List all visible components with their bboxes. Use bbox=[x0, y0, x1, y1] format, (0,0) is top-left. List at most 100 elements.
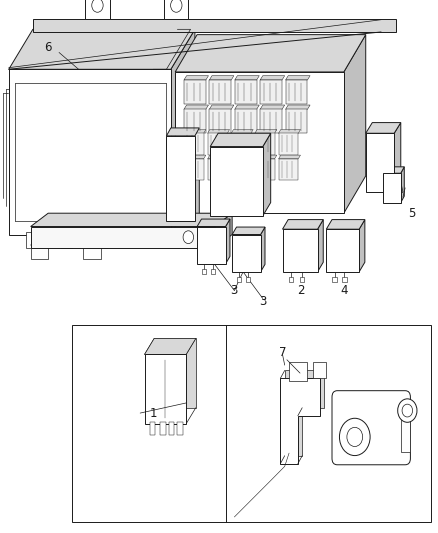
Polygon shape bbox=[344, 35, 366, 213]
Polygon shape bbox=[383, 167, 404, 173]
Polygon shape bbox=[210, 147, 263, 216]
Bar bbox=[255, 133, 275, 155]
Polygon shape bbox=[383, 173, 401, 203]
Polygon shape bbox=[166, 128, 199, 136]
Bar bbox=[218, 190, 231, 205]
Bar bbox=[208, 133, 227, 155]
Text: 4: 4 bbox=[340, 284, 348, 297]
Bar bbox=[260, 109, 282, 133]
Polygon shape bbox=[326, 220, 365, 229]
Circle shape bbox=[183, 231, 194, 244]
Text: 5: 5 bbox=[408, 207, 415, 220]
Bar bbox=[246, 277, 250, 282]
Polygon shape bbox=[366, 133, 394, 192]
Text: 7: 7 bbox=[279, 346, 286, 359]
Polygon shape bbox=[184, 130, 206, 133]
Bar bbox=[169, 422, 174, 435]
Polygon shape bbox=[210, 133, 271, 147]
Bar bbox=[184, 133, 204, 155]
Bar bbox=[170, 144, 191, 154]
Circle shape bbox=[92, 0, 103, 12]
Bar bbox=[401, 403, 410, 452]
Polygon shape bbox=[31, 240, 53, 245]
Bar bbox=[255, 159, 275, 180]
Polygon shape bbox=[231, 155, 253, 159]
Polygon shape bbox=[197, 219, 230, 227]
Bar bbox=[386, 191, 390, 198]
Bar bbox=[238, 150, 251, 165]
Polygon shape bbox=[255, 130, 277, 133]
Text: 1: 1 bbox=[149, 407, 157, 419]
Circle shape bbox=[398, 399, 417, 422]
Bar bbox=[150, 422, 155, 435]
Bar bbox=[83, 244, 101, 259]
Bar bbox=[218, 170, 231, 185]
Polygon shape bbox=[209, 105, 234, 109]
Bar bbox=[393, 191, 397, 198]
Bar bbox=[170, 173, 191, 183]
Polygon shape bbox=[394, 123, 401, 192]
Polygon shape bbox=[154, 338, 196, 408]
Bar bbox=[170, 202, 191, 212]
Bar bbox=[209, 109, 231, 133]
Bar bbox=[393, 180, 397, 188]
Polygon shape bbox=[279, 155, 300, 159]
Polygon shape bbox=[208, 155, 230, 159]
Bar bbox=[170, 159, 191, 168]
Bar bbox=[386, 180, 390, 188]
Bar bbox=[313, 362, 326, 378]
FancyBboxPatch shape bbox=[332, 391, 410, 465]
Bar bbox=[145, 354, 186, 424]
Polygon shape bbox=[184, 76, 208, 80]
Polygon shape bbox=[359, 220, 365, 272]
Bar bbox=[202, 269, 206, 274]
Bar bbox=[289, 277, 293, 282]
Polygon shape bbox=[232, 235, 261, 272]
Bar bbox=[31, 244, 48, 259]
Bar bbox=[177, 422, 183, 435]
Polygon shape bbox=[283, 229, 318, 272]
Bar bbox=[332, 277, 337, 282]
Text: 2: 2 bbox=[297, 284, 305, 297]
Polygon shape bbox=[255, 155, 277, 159]
Circle shape bbox=[402, 404, 413, 417]
Text: 6: 6 bbox=[44, 42, 52, 54]
Polygon shape bbox=[215, 213, 232, 248]
Bar bbox=[26, 232, 37, 248]
Bar bbox=[238, 190, 251, 205]
Text: 3: 3 bbox=[259, 295, 266, 308]
Bar bbox=[279, 159, 298, 180]
Bar bbox=[61, 232, 72, 248]
Polygon shape bbox=[31, 227, 215, 248]
Bar bbox=[286, 109, 307, 133]
Text: 3: 3 bbox=[231, 284, 238, 297]
Polygon shape bbox=[208, 130, 230, 133]
Bar bbox=[96, 232, 107, 248]
Polygon shape bbox=[31, 213, 232, 227]
Bar bbox=[237, 277, 241, 282]
Polygon shape bbox=[286, 76, 310, 80]
Polygon shape bbox=[9, 29, 195, 69]
Polygon shape bbox=[326, 229, 359, 272]
Polygon shape bbox=[279, 130, 300, 133]
Circle shape bbox=[347, 427, 363, 447]
Polygon shape bbox=[175, 35, 366, 72]
Circle shape bbox=[339, 418, 370, 456]
Polygon shape bbox=[235, 105, 259, 109]
Polygon shape bbox=[184, 105, 208, 109]
Polygon shape bbox=[280, 378, 320, 464]
Bar bbox=[72, 325, 431, 522]
Polygon shape bbox=[232, 227, 265, 235]
Polygon shape bbox=[166, 136, 195, 221]
Polygon shape bbox=[318, 220, 323, 272]
Polygon shape bbox=[235, 76, 259, 80]
Bar bbox=[184, 159, 204, 180]
Polygon shape bbox=[283, 220, 323, 229]
Bar bbox=[170, 188, 191, 197]
Bar bbox=[231, 133, 251, 155]
Polygon shape bbox=[401, 167, 404, 203]
Polygon shape bbox=[197, 227, 226, 264]
Bar bbox=[184, 109, 206, 133]
Bar bbox=[286, 80, 307, 104]
Polygon shape bbox=[286, 105, 310, 109]
